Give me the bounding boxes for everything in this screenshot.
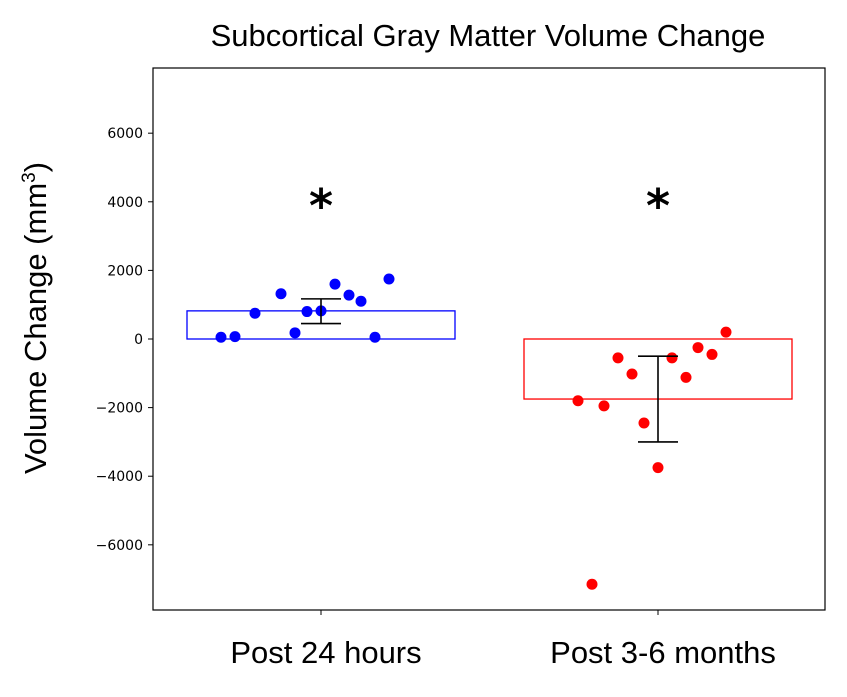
data-point: [249, 307, 261, 319]
data-point: [229, 331, 241, 343]
x-tick-label: Post 3-6 months: [550, 635, 776, 670]
data-point: [289, 327, 301, 339]
y-tick-label: −6000: [96, 538, 143, 554]
data-point: [652, 462, 664, 474]
y-axis-label-superscript: 3: [19, 172, 40, 183]
data-point: [369, 331, 381, 343]
data-point: [666, 352, 678, 364]
significance-marker: *: [309, 179, 333, 233]
data-point: [355, 295, 367, 307]
axes: 6000 4000 2000 0 −2000 −4000 −6000 Post 24 hour…: [96, 126, 776, 670]
data-point: [598, 400, 610, 412]
y-tick-label: −2000: [96, 401, 143, 417]
significance-marker: *: [646, 179, 670, 233]
data-point: [692, 342, 704, 354]
data-point: [680, 371, 692, 383]
data-point: [626, 368, 638, 380]
y-axis-label-close: ): [18, 162, 53, 172]
plot-area: * *: [186, 179, 793, 590]
chart-title: Subcortical Gray Matter Volume Change: [211, 18, 766, 53]
y-tick-label: 6000: [107, 126, 143, 142]
data-point: [706, 348, 718, 360]
y-tick-label: −4000: [96, 469, 143, 485]
y-tick-label: 2000: [107, 263, 143, 279]
data-point: [638, 417, 650, 429]
data-point: [383, 273, 395, 285]
y-axis-label: Volume Change (mm3): [18, 162, 53, 474]
data-point: [572, 395, 584, 407]
data-point: [301, 306, 313, 318]
data-point: [612, 352, 624, 364]
data-point: [215, 331, 227, 343]
y-tick-label: 4000: [107, 195, 143, 211]
data-point: [586, 578, 598, 590]
data-point: [720, 326, 732, 338]
y-axis-label-text: Volume Change (mm: [18, 183, 53, 474]
data-point: [275, 288, 287, 300]
x-tick-label: Post 24 hours: [230, 635, 421, 670]
y-tick-label: 0: [134, 332, 143, 348]
data-point: [329, 278, 341, 290]
data-point: [343, 289, 355, 301]
